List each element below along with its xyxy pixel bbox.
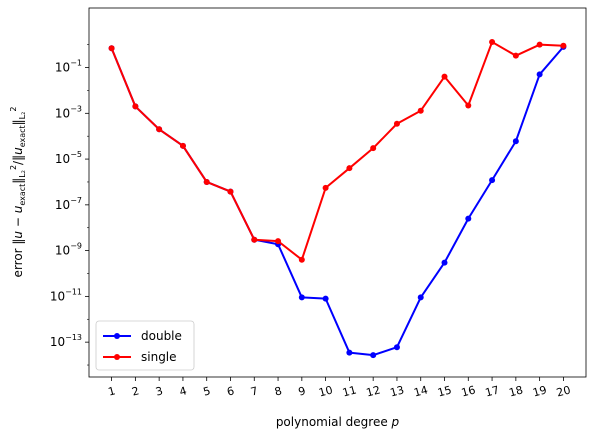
x-tick-label: 1 (107, 384, 117, 398)
x-tick-label: 2 (130, 384, 140, 398)
data-point-single (370, 145, 377, 152)
legend-label-double: double (141, 329, 182, 343)
x-tick-label: 20 (555, 383, 572, 399)
x-tick-label: 10 (317, 383, 334, 399)
x-axis: 1 2 3 4 5 6 7 8 9 10 11 12 13 14 15 16 17 18 19 20 (107, 377, 572, 400)
x-axis-label: polynomial degree p (276, 415, 400, 429)
legend: double single (95, 320, 195, 371)
plot-frame (88, 7, 587, 378)
y-axis-label: error ‖u − uexact‖L₂2/‖uexact‖L₂2 (9, 107, 27, 278)
data-point-single (203, 178, 210, 185)
y-tick-label: 10−5 (55, 150, 82, 166)
x-tick-label: 11 (341, 383, 358, 399)
data-point-single (489, 39, 496, 46)
data-point-single (227, 188, 234, 195)
data-point-double (441, 259, 448, 266)
y-tick-label: 10−11 (50, 287, 82, 303)
data-point-single (132, 103, 139, 110)
series-group (108, 39, 567, 359)
x-tick-label: 19 (531, 383, 548, 399)
data-point-single (512, 52, 519, 59)
x-tick-label: 6 (226, 384, 236, 398)
data-point-single (179, 142, 186, 149)
x-tick-label: 9 (297, 384, 307, 398)
data-point-double (512, 138, 519, 145)
x-tick-label: 4 (178, 384, 188, 398)
y-axis: 10−13 10−11 10−9 10−7 10−5 10−3 10−1 (50, 44, 89, 366)
x-tick-label: 7 (249, 384, 259, 398)
x-tick-label: 13 (389, 383, 406, 399)
series-line-single (110, 41, 564, 261)
data-point-single (536, 41, 543, 48)
y-tick-label: 10−13 (50, 333, 82, 349)
x-tick-label: 5 (202, 384, 212, 398)
data-point-single (251, 236, 258, 243)
y-tick-label: 10−3 (55, 104, 82, 120)
x-tick-label: 16 (460, 383, 477, 399)
legend-marker-single (114, 354, 120, 360)
x-tick-label: 17 (484, 383, 501, 399)
data-point-double (417, 294, 424, 301)
data-point-single (417, 107, 424, 114)
legend-label-single: single (141, 350, 177, 364)
data-point-single (560, 42, 567, 49)
x-tick-label: 14 (412, 383, 429, 399)
y-tick-label: 10−1 (55, 59, 82, 75)
data-point-double (322, 295, 329, 302)
x-tick-label: 3 (154, 384, 164, 398)
data-point-double (536, 71, 543, 78)
y-tick-label: 10−7 (55, 196, 82, 212)
data-point-single (346, 165, 353, 172)
x-tick-label: 8 (273, 384, 283, 398)
data-point-single (275, 238, 282, 245)
data-point-double (370, 352, 377, 359)
data-point-single (298, 256, 305, 263)
data-point-double (346, 349, 353, 356)
x-tick-label: 12 (365, 383, 382, 399)
data-point-double (393, 344, 400, 351)
data-point-single (393, 120, 400, 127)
data-point-single (108, 45, 115, 52)
x-tick-label: 15 (436, 383, 453, 399)
data-point-single (156, 126, 163, 133)
x-tick-label: 18 (508, 383, 525, 399)
data-point-double (489, 177, 496, 184)
data-point-double (298, 294, 305, 301)
data-point-single (322, 184, 329, 191)
data-point-single (441, 73, 448, 80)
series-line-double (110, 46, 565, 357)
legend-marker-double (114, 333, 120, 339)
data-point-single (465, 102, 472, 109)
y-tick-label: 10−9 (55, 242, 82, 258)
data-point-double (465, 215, 472, 222)
